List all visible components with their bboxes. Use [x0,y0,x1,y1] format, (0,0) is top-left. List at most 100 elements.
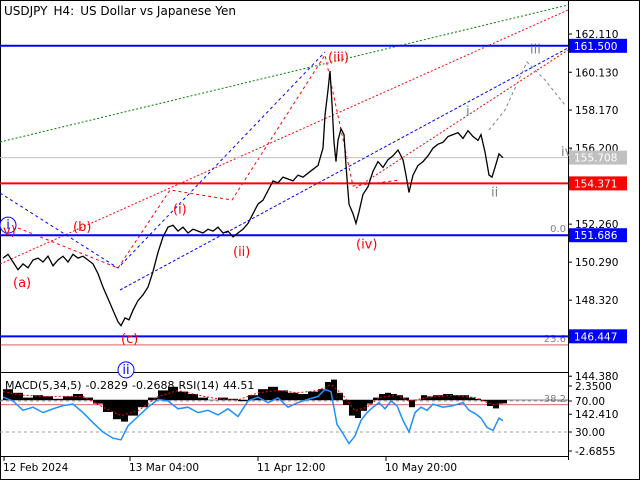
wave-label: (c) [121,332,138,347]
macd-bar [421,395,427,400]
wave-label: v) [3,224,16,239]
wave-label: (iv) [356,237,377,252]
macd-bar [403,397,409,400]
macd-bar [373,397,379,400]
macd-bar [178,391,188,400]
y-tick-label: 142.410 [575,409,618,421]
wave-label: (ii) [233,245,250,260]
macd-bar [13,392,23,400]
macd-bar [391,394,397,400]
x-tick-label: 13 Mar 04:00 [129,462,199,474]
macd-bar [385,392,391,400]
x-tick-label: 10 May 20:00 [385,462,457,474]
blue-channel-line [119,47,569,291]
y-tick-label: 158.170 [575,105,618,117]
macd-bar [337,392,343,400]
macd-value-1: -0.2829 [85,379,129,392]
timeframe-label: H4: [53,4,75,18]
macd-bar [258,389,268,400]
macd-bar [3,389,13,400]
macd-bar [475,398,481,400]
macd-bar [248,395,258,400]
macd-bar [349,400,355,416]
wave-label: i [466,104,470,119]
macd-bar [103,400,113,412]
level-badge: 161.500 [574,41,617,53]
wave-label-circle [0,216,17,234]
macd-bar [298,394,308,400]
chart-title: USDJPY H4: US Dollar vs Japanese Yen [4,4,242,18]
level-badge-bg [569,329,627,344]
fib-label: 38.2 [544,394,566,405]
macd-bar [409,400,415,408]
macd-bar [113,400,121,420]
macd-bar [331,379,337,400]
wave-label: i [6,218,10,233]
macd-bar [463,395,469,400]
macd-bar [148,397,158,400]
macd-bar [128,400,138,416]
macd-indicator-name: MACD(5,34,5) [5,379,82,392]
macd-bar [188,394,198,400]
blue-wave-path [0,51,326,269]
macd-bar [228,398,238,400]
wave-label: ii [491,185,498,200]
wave-label: (i) [173,203,187,218]
macd-bar [343,400,349,405]
macd-bar [503,400,507,404]
macd-bar [63,396,73,400]
macd-bar [397,395,403,400]
macd-bar [158,390,168,400]
indicator-tick-label: 30.00 [575,427,605,439]
macd-bar [238,400,248,402]
rsi-value: 44.51 [222,379,255,392]
indicator-tick-label: -2.6855 [575,446,616,458]
level-badge-bg [569,176,627,191]
macd-bar [427,396,433,400]
wave-label: (iii) [328,50,349,65]
wave-label-circle [117,361,135,379]
macd-signal-line [2,383,504,417]
y-tick-label: 162.110 [575,29,618,41]
y-tick-label: 148.320 [575,295,618,307]
fib-label: 0.0 [550,224,566,235]
macd-bar [469,397,475,400]
symbol-label: USDJPY [4,4,48,18]
level-badge: 151.686 [574,230,618,242]
wave-label: iv [561,145,573,160]
macd-bar [53,398,63,400]
macd-bar [318,389,325,400]
macd-bar [453,395,463,400]
macd-bar [268,386,278,400]
indicator-title: MACD(5,34,5) -0.2829 -0.2688 RSI(14) 44.51 [5,379,258,392]
macd-bar [121,400,128,422]
macd-bar [308,391,318,400]
macd-bar [487,400,493,406]
wave-label: iii [530,43,541,58]
y-tick-label: 152.260 [575,219,618,231]
macd-bar [433,395,443,400]
macd-bar [355,400,361,418]
description-label: US Dollar vs Japanese Yen [80,4,236,18]
green-trendline [0,4,569,143]
macd-bar [493,400,499,409]
macd-bar [367,400,373,404]
level-badge: 146.447 [574,331,617,343]
macd-bar [138,400,148,408]
forecast-path [488,61,566,131]
macd-bar [443,394,453,400]
macd-bar [43,396,53,400]
indicator-tick-label: 2.3500 [575,381,612,393]
x-tick-label: 11 Apr 12:00 [257,462,325,474]
wave-label: (a) [13,276,31,291]
macd-value-2: -0.2688 [132,379,175,392]
current-price-badge-bg [569,150,627,165]
macd-bar [499,400,503,404]
y-tick-label: 150.290 [575,257,618,269]
macd-bar [288,392,298,400]
current-price-badge: 155.708 [574,153,617,165]
macd-bar [73,394,83,400]
wave-label: (b) [73,220,91,235]
